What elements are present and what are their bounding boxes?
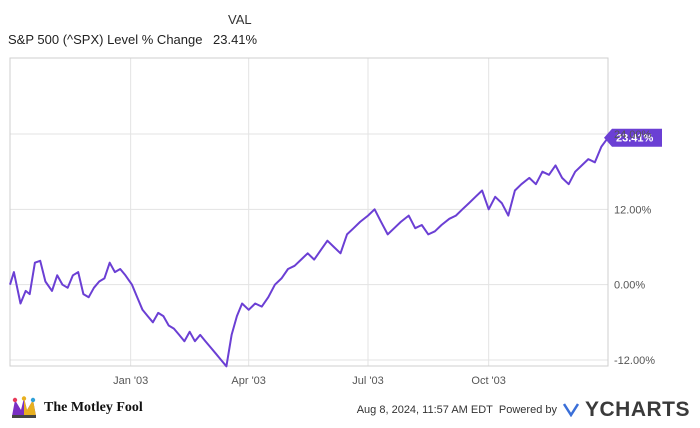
timestamp: Aug 8, 2024, 11:57 AM EDT xyxy=(356,404,493,416)
provider-logo-text: YCHARTS xyxy=(584,398,690,421)
ycharts-arrow-icon xyxy=(562,403,579,417)
x-tick-label: Jul '03 xyxy=(352,375,383,387)
end-value-label: 23.41% xyxy=(616,133,654,145)
legend-series-name: S&P 500 (^SPX) Level % Change xyxy=(8,32,203,47)
legend-series-value: 23.41% xyxy=(213,32,258,47)
chart-grid xyxy=(10,58,608,366)
series-line-layer: 23.41% xyxy=(9,128,662,368)
y-tick-label: 0.00% xyxy=(614,280,645,292)
tick-labels: 24.00% 12.00% 0.00% -12.00% Jan '03 Apr '03 Ju… xyxy=(113,129,655,387)
end-value-callout: 23.41% xyxy=(604,128,662,147)
brand-name: The Motley Fool xyxy=(44,400,143,415)
powered-by-label: Powered by xyxy=(498,404,557,416)
y-tick-label: 12.00% xyxy=(614,204,652,216)
plot-area-border xyxy=(9,57,609,367)
legend-header: VAL xyxy=(228,12,252,27)
jester-hat-icon xyxy=(12,396,36,418)
y-tick-label: -12.00% xyxy=(614,355,655,367)
x-tick-label: Oct '03 xyxy=(471,375,506,387)
x-tick-label: Jan '03 xyxy=(113,375,148,387)
end-value-badge xyxy=(604,128,662,147)
y-tick-label: 24.00% xyxy=(614,129,652,141)
x-tick-label: Apr '03 xyxy=(231,375,266,387)
footer-brand: The Motley Fool xyxy=(10,396,143,420)
footer-attribution: Aug 8, 2024, 11:57 AM EDT Powered by YCH… xyxy=(357,398,690,422)
series-line xyxy=(9,137,609,368)
